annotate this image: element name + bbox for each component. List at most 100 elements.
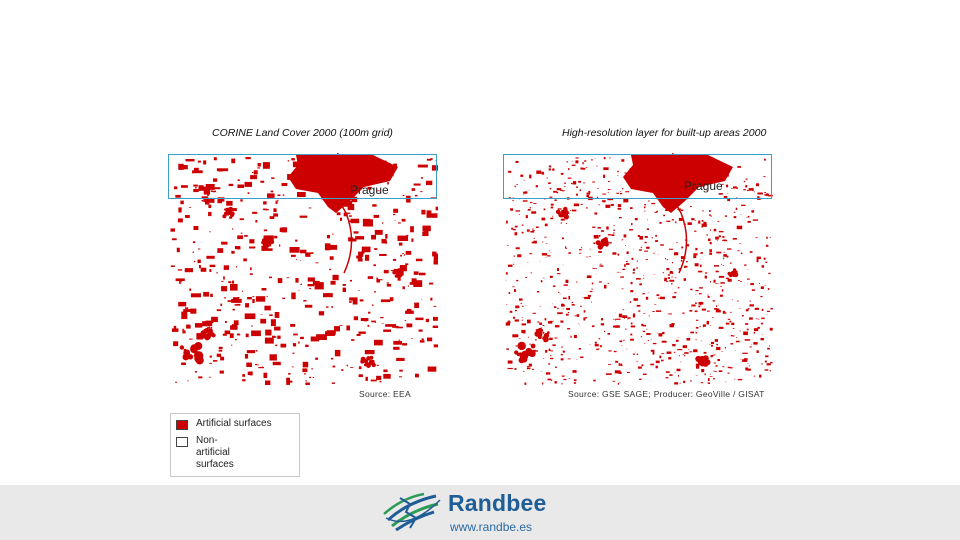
built-up-patch xyxy=(565,279,569,283)
built-up-patch xyxy=(314,282,324,290)
built-up-patch xyxy=(709,325,711,326)
built-up-patch xyxy=(764,158,766,161)
built-up-patch xyxy=(249,239,255,244)
built-up-patch xyxy=(700,382,704,384)
built-up-patch xyxy=(422,231,429,237)
built-up-patch xyxy=(309,288,311,290)
built-up-patch xyxy=(277,278,283,284)
built-up-patch xyxy=(217,200,222,204)
built-up-patch xyxy=(643,275,645,276)
built-up-patch xyxy=(665,371,670,373)
built-up-patch xyxy=(619,340,623,343)
built-up-patch xyxy=(514,232,518,236)
brand-url-link[interactable]: www.randbe.es xyxy=(450,520,533,534)
built-up-patch xyxy=(762,334,763,335)
built-up-patch xyxy=(220,356,225,361)
built-up-patch xyxy=(522,200,528,202)
built-up-patch xyxy=(231,298,242,303)
built-up-patch xyxy=(744,264,747,266)
built-up-patch xyxy=(367,186,372,190)
built-up-patch xyxy=(698,174,702,176)
built-up-patch xyxy=(345,173,347,175)
built-up-patch xyxy=(686,261,688,263)
built-up-patch xyxy=(313,168,317,172)
built-up-patch xyxy=(518,214,520,215)
built-up-patch xyxy=(185,215,190,218)
built-up-patch xyxy=(548,363,551,365)
built-up-patch xyxy=(212,360,218,362)
built-up-patch xyxy=(732,335,735,337)
built-up-patch xyxy=(249,246,255,249)
built-up-patch xyxy=(536,291,540,293)
built-up-patch xyxy=(720,285,722,287)
built-up-patch xyxy=(347,203,355,211)
settlement-cluster xyxy=(204,335,210,341)
built-up-patch xyxy=(234,304,241,306)
built-up-patch xyxy=(216,272,218,274)
built-up-patch xyxy=(563,186,566,187)
built-up-patch xyxy=(320,174,326,179)
built-up-patch xyxy=(531,211,537,214)
built-up-patch xyxy=(245,157,251,160)
settlement-cluster xyxy=(183,348,187,352)
built-up-patch xyxy=(607,234,611,236)
built-up-patch xyxy=(616,271,620,273)
built-up-patch xyxy=(349,279,352,282)
built-up-patch xyxy=(177,218,183,223)
built-up-patch xyxy=(513,316,515,319)
built-up-patch xyxy=(714,339,718,342)
built-up-patch xyxy=(293,333,298,336)
built-up-patch xyxy=(506,348,509,350)
built-up-patch xyxy=(715,308,720,310)
built-up-patch xyxy=(355,236,365,240)
built-up-patch xyxy=(567,312,570,314)
built-up-patch xyxy=(604,330,606,332)
built-up-patch xyxy=(513,263,515,265)
built-up-patch xyxy=(723,240,728,242)
built-up-patch xyxy=(695,339,697,341)
built-up-patch xyxy=(629,168,631,169)
built-up-patch xyxy=(385,324,397,327)
built-up-patch xyxy=(674,277,677,279)
built-up-patch xyxy=(263,235,274,241)
built-up-patch xyxy=(289,247,300,253)
built-up-patch xyxy=(393,163,397,167)
built-up-patch xyxy=(255,364,257,366)
built-up-patch xyxy=(618,371,622,374)
built-up-patch xyxy=(725,322,730,325)
built-up-patch xyxy=(655,310,662,312)
built-up-patch xyxy=(588,191,591,193)
built-up-patch xyxy=(660,244,664,246)
built-up-patch xyxy=(365,376,368,381)
built-up-patch xyxy=(674,372,676,373)
built-up-patch xyxy=(261,288,267,291)
built-up-patch xyxy=(374,248,378,250)
built-up-patch xyxy=(586,275,592,278)
built-up-patch xyxy=(621,288,624,290)
built-up-patch xyxy=(298,289,300,291)
built-up-patch xyxy=(260,180,265,183)
settlement-cluster xyxy=(228,206,234,212)
built-up-patch xyxy=(598,251,602,253)
built-up-patch xyxy=(411,238,414,242)
built-up-patch xyxy=(703,173,705,175)
built-up-patch xyxy=(508,170,512,173)
built-up-patch xyxy=(678,375,679,377)
built-up-patch xyxy=(738,308,741,309)
built-up-patch xyxy=(331,357,334,360)
built-up-patch xyxy=(170,228,175,232)
built-up-patch xyxy=(666,268,670,271)
built-up-patch xyxy=(677,337,679,338)
built-up-patch xyxy=(251,325,253,327)
built-up-patch xyxy=(593,235,599,239)
built-up-patch xyxy=(317,162,321,164)
built-up-patch xyxy=(406,308,412,312)
built-up-patch xyxy=(192,170,203,174)
built-up-patch xyxy=(287,174,296,180)
built-up-patch xyxy=(730,262,732,264)
built-up-patch xyxy=(346,364,348,367)
built-up-patch xyxy=(718,230,724,233)
built-up-patch xyxy=(292,161,303,168)
built-up-patch xyxy=(609,157,611,159)
built-up-patch xyxy=(642,330,646,333)
